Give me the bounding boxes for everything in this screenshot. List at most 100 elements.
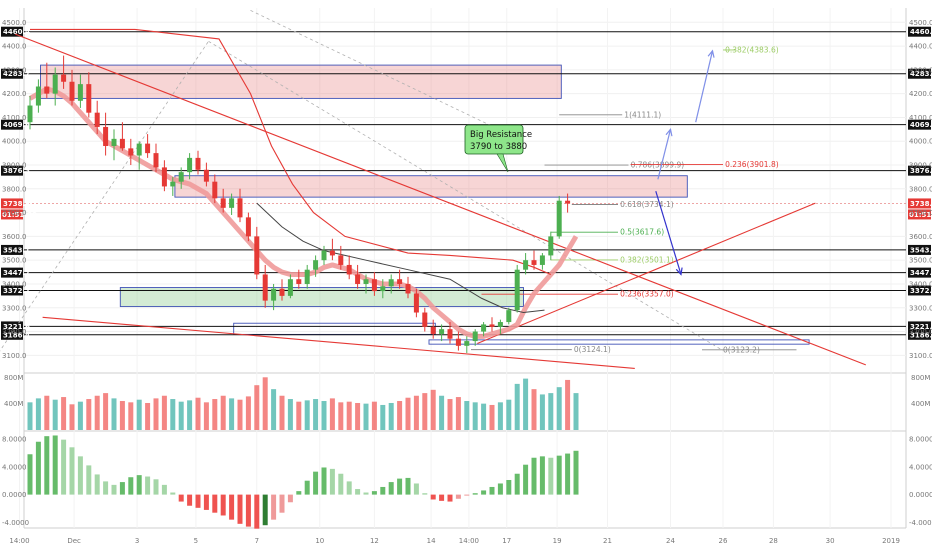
candle-down bbox=[346, 264, 352, 275]
oscillator-bar bbox=[170, 492, 176, 495]
oscillator-bar bbox=[111, 484, 117, 495]
oscillator-bar bbox=[321, 467, 327, 495]
candle-up bbox=[304, 269, 310, 284]
price-tick-left: 4200.0 bbox=[2, 90, 27, 98]
level-label-left: 3543.1 bbox=[3, 246, 30, 254]
volume-bar bbox=[472, 402, 478, 430]
level-tag-left bbox=[1, 321, 23, 332]
candlesticks bbox=[27, 55, 571, 353]
candle-down bbox=[565, 200, 571, 204]
price-tick-right: 3600.0 bbox=[909, 233, 932, 241]
level-label-left: 4069.6 bbox=[3, 121, 30, 129]
price-tick-right: 4400.0 bbox=[909, 43, 932, 51]
trendline bbox=[42, 316, 635, 369]
candle-down bbox=[94, 112, 100, 127]
volume-bar bbox=[35, 398, 41, 430]
volume-bar bbox=[245, 396, 251, 430]
volume-bar bbox=[61, 397, 67, 430]
volume-bar bbox=[397, 401, 403, 430]
time-tick: 26 bbox=[719, 537, 728, 545]
fib-label: 0(3123.2) bbox=[723, 345, 760, 354]
volume-bar bbox=[430, 389, 436, 430]
arrow-shaft bbox=[695, 50, 714, 123]
candle-up bbox=[170, 181, 176, 187]
price-tick-left: 3700.0 bbox=[2, 209, 27, 217]
volume-bar bbox=[422, 393, 428, 430]
current-price-label-left: 3738.5 bbox=[3, 200, 30, 208]
volume-bar bbox=[531, 389, 537, 430]
candle-down bbox=[447, 329, 453, 339]
volume-bar bbox=[128, 402, 134, 430]
level-label-left: 4283.7 bbox=[3, 70, 30, 78]
horizontal-levels: 4460.4 4460.4 4283.7 4283.7 4069.6 4069.6 3876… bbox=[1, 26, 932, 340]
level-label-right: 3186.4 bbox=[910, 331, 932, 339]
volume-bar bbox=[187, 400, 193, 430]
oscillator-bar bbox=[86, 465, 92, 495]
candle-down bbox=[455, 338, 461, 346]
candle-down bbox=[103, 126, 109, 146]
oscillator-bar bbox=[44, 436, 50, 495]
level-tag-left bbox=[1, 329, 23, 340]
volume-bar bbox=[27, 402, 33, 430]
oscillator-tick-right: -4.0000 bbox=[909, 519, 932, 527]
time-tick: 21 bbox=[603, 537, 612, 545]
volume-bar bbox=[161, 395, 167, 430]
oscillator-bar bbox=[61, 439, 67, 495]
volume-bar bbox=[170, 399, 176, 430]
volume-bar bbox=[44, 395, 50, 430]
candle-down bbox=[212, 181, 218, 199]
callout-line-2: 3790 to 3880 bbox=[470, 142, 527, 152]
trendline bbox=[15, 33, 866, 366]
time-tick: 2019 bbox=[882, 537, 900, 545]
oscillator-bar bbox=[539, 456, 545, 495]
level-tag-left bbox=[1, 267, 23, 278]
current-price-label-right: 3738.5 bbox=[910, 200, 932, 208]
time-tick: 12 bbox=[370, 537, 379, 545]
callout-line-1: Big Resistance bbox=[470, 130, 532, 140]
level-tag-right bbox=[908, 68, 931, 79]
candle-down bbox=[279, 288, 285, 296]
candle-up bbox=[380, 286, 386, 292]
level-label-right: 4069.6 bbox=[910, 121, 932, 129]
oscillator-bar bbox=[119, 482, 125, 495]
candle-up bbox=[313, 260, 319, 270]
candle-up bbox=[111, 138, 117, 146]
time-tick: 7 bbox=[255, 537, 259, 545]
level-tag-right bbox=[908, 285, 931, 296]
candle-down bbox=[237, 198, 243, 218]
volume-bar bbox=[77, 401, 83, 430]
price-tick-right: 3800.0 bbox=[909, 185, 932, 193]
oscillator-tick-left: 0.0000 bbox=[2, 491, 27, 499]
oscillator-bar bbox=[472, 493, 478, 495]
oscillator-bar bbox=[548, 457, 554, 495]
level-tag-right bbox=[908, 321, 931, 332]
oscillator-bar bbox=[455, 494, 461, 499]
volume-bar bbox=[355, 402, 361, 430]
price-tick-left: 4300.0 bbox=[2, 66, 27, 74]
oscillator-bar bbox=[565, 453, 571, 495]
oscillator-bar bbox=[187, 494, 193, 506]
axes: 4500.0 4500.0 4400.0 4400.0 4300.0 4300.0 4200… bbox=[2, 19, 932, 545]
candle-up bbox=[514, 269, 520, 311]
volume-bar bbox=[153, 398, 159, 430]
time-tick: 30 bbox=[826, 537, 835, 545]
arrow-head bbox=[665, 127, 673, 137]
volume-bar bbox=[346, 401, 352, 430]
level-tag-right bbox=[908, 165, 931, 176]
candle-down bbox=[489, 324, 495, 327]
price-tick-right: 3700.0 bbox=[909, 209, 932, 217]
volume-tick-left: 400M bbox=[4, 400, 23, 408]
oscillator-bar bbox=[363, 492, 369, 495]
volume-bar bbox=[111, 398, 117, 430]
oscillator-bar bbox=[380, 486, 386, 495]
volume-bar bbox=[220, 395, 226, 430]
candle-down bbox=[145, 143, 151, 154]
slow-ma-line bbox=[256, 202, 545, 314]
volume-bar bbox=[405, 397, 411, 430]
time-tick: 24 bbox=[666, 537, 675, 545]
level-tag-left bbox=[1, 285, 23, 296]
price-tick-right: 3400.0 bbox=[909, 280, 932, 288]
oscillator-bar bbox=[439, 494, 445, 501]
candle-up bbox=[287, 279, 293, 296]
